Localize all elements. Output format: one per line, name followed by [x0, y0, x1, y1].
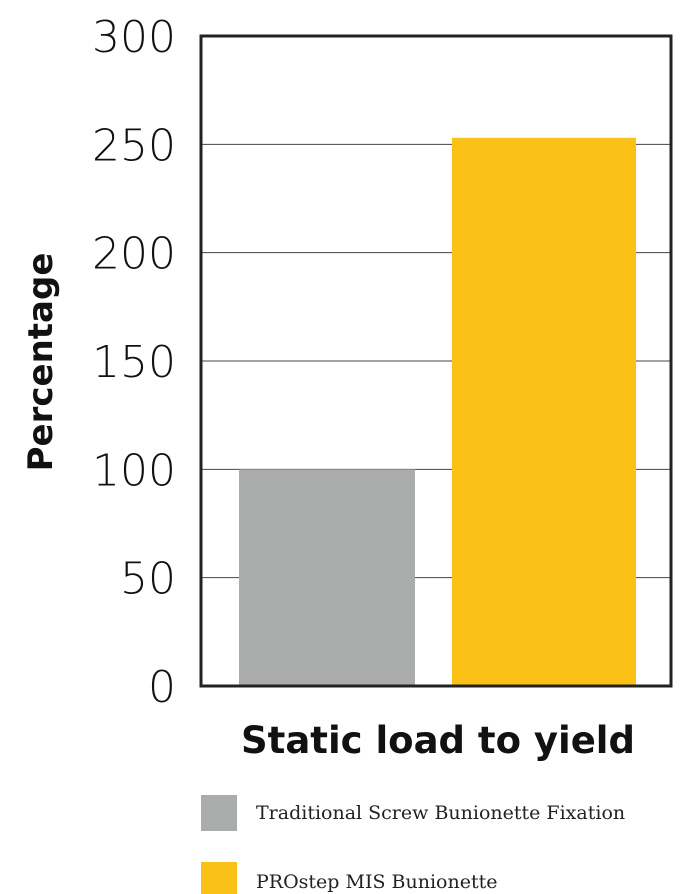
y-tick-labels: 0 50 100 150 200 250 300: [92, 12, 176, 713]
plot-frame: [199, 34, 673, 688]
legend-swatch-traditional: [201, 795, 237, 831]
y-tick-label-0: 0: [148, 662, 176, 713]
legend-swatch-prostep: [201, 862, 237, 894]
y-tick-label-150: 150: [92, 337, 176, 388]
legend-label-traditional: Traditional Screw Bunionette Fixation: [256, 802, 625, 824]
y-axis-label: Percentage: [21, 253, 61, 472]
legend: Traditional Screw Bunionette Fixation PR…: [201, 795, 625, 894]
y-tick-label-300: 300: [92, 12, 176, 63]
bar-prostep: [452, 137, 636, 687]
y-tick-label-100: 100: [92, 445, 176, 496]
y-tick-label-50: 50: [120, 554, 176, 605]
x-axis-label: Static load to yield: [241, 719, 635, 762]
y-tick-label-250: 250: [92, 120, 176, 171]
y-tick-label-200: 200: [92, 229, 176, 280]
bar-traditional: [239, 469, 415, 686]
bars: [239, 137, 636, 687]
legend-label-prostep: PROstep MIS Bunionette: [256, 871, 497, 893]
